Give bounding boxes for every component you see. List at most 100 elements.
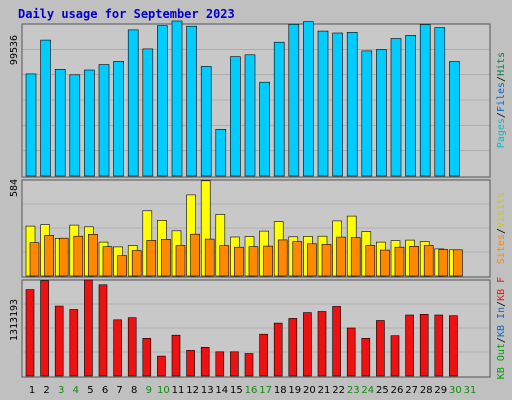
- x-tick-label: 20: [303, 385, 316, 396]
- bottom-panel-legend: KB Out/KB In/KB F: [496, 277, 507, 379]
- legend-kb-f: KB F: [496, 277, 507, 301]
- sites-bar: [423, 245, 434, 277]
- kb-bar: [54, 305, 64, 377]
- kb-bar: [405, 314, 414, 377]
- x-tick-label: 22: [332, 385, 345, 396]
- hits-bar: [215, 129, 227, 177]
- chart-title: Daily usage for September 2023: [18, 7, 235, 21]
- hits-bar: [200, 66, 212, 177]
- x-tick-label: 31: [464, 385, 477, 396]
- x-tick-label: 11: [172, 385, 185, 396]
- sites-bar: [380, 249, 390, 277]
- x-tick-label: 2: [43, 385, 49, 396]
- sites-bar: [175, 245, 186, 277]
- kb-bar: [113, 319, 122, 377]
- kb-bar: [332, 306, 341, 377]
- hits-bar: [390, 38, 402, 177]
- hits-bar: [332, 32, 343, 177]
- sites-bar: [58, 237, 69, 277]
- sites-bar: [438, 249, 449, 277]
- sites-bar: [161, 239, 171, 277]
- middle-panel-legend: Sites/Visits: [496, 192, 507, 264]
- legend-pages: Pages: [496, 118, 507, 148]
- kb-bar: [259, 333, 268, 377]
- kb-bar: [434, 314, 444, 377]
- kb-bar: [244, 353, 254, 377]
- kb-bar: [25, 289, 35, 377]
- kb-bar: [390, 335, 400, 377]
- x-tick-label: 15: [230, 385, 243, 396]
- x-tick-label: 21: [318, 385, 331, 396]
- sites-bar: [248, 246, 259, 277]
- x-tick-label: 8: [131, 385, 137, 396]
- x-tick-label: 17: [259, 385, 272, 396]
- legend-sep: /: [496, 76, 507, 82]
- sites-bar: [73, 235, 84, 277]
- kb-bar: [215, 351, 225, 377]
- x-tick-label: 10: [157, 385, 170, 396]
- legend-sites: Sites: [496, 234, 507, 264]
- bottom-panel: 1313193 KB Out/KB In/KB F: [9, 277, 507, 379]
- hits-bar: [25, 73, 37, 177]
- hits-bar: [84, 69, 95, 177]
- hits-bar: [273, 41, 285, 177]
- kb-bar: [84, 279, 93, 377]
- x-tick-label: 5: [87, 385, 93, 396]
- sites-bar: [44, 235, 54, 277]
- legend-visits: Visits: [496, 192, 507, 228]
- x-tick-label: 18: [274, 385, 287, 396]
- hits-bar: [244, 54, 256, 177]
- x-tick-label: 16: [245, 385, 258, 396]
- sites-bar: [131, 250, 142, 277]
- x-tick-label: 14: [215, 385, 228, 396]
- sites-bar: [204, 238, 215, 277]
- x-tick-label: 26: [391, 385, 404, 396]
- kb-bar: [361, 337, 371, 377]
- legend-sep: /: [496, 228, 507, 234]
- kb-bar: [273, 322, 283, 377]
- hits-bar: [142, 48, 154, 177]
- sites-bar: [336, 236, 346, 277]
- hits-bar: [171, 20, 183, 177]
- sites-bar: [409, 246, 419, 277]
- hits-bar: [157, 25, 168, 177]
- hits-bar: [376, 49, 387, 177]
- hits-bar: [303, 21, 314, 177]
- x-tick-label: 6: [102, 385, 108, 396]
- hits-bar: [230, 56, 241, 177]
- hits-bar: [405, 35, 416, 177]
- sites-bar: [453, 249, 463, 277]
- top-panel-ytick: 99536: [9, 35, 20, 65]
- hits-bar: [346, 31, 358, 177]
- kb-bar: [171, 334, 181, 377]
- x-tick-label: 4: [73, 385, 79, 396]
- x-tick-label: 19: [288, 385, 301, 396]
- kb-bar: [449, 315, 458, 377]
- kb-bar: [303, 312, 312, 377]
- x-tick-label: 7: [116, 385, 122, 396]
- sites-bar: [146, 240, 157, 277]
- hits-bar: [288, 23, 300, 177]
- x-tick-label: 27: [405, 385, 418, 396]
- sites-bar: [117, 255, 127, 277]
- kb-bar: [346, 327, 356, 377]
- sites-bar: [350, 237, 361, 277]
- kb-bar: [40, 280, 49, 377]
- kb-bar: [230, 351, 239, 377]
- hits-bar: [419, 24, 431, 177]
- x-tick-label: 1: [29, 385, 35, 396]
- kb-bar: [200, 346, 210, 377]
- hits-bar: [54, 69, 66, 177]
- sites-bar: [365, 245, 376, 277]
- x-tick-label: 28: [420, 385, 433, 396]
- bottom-panel-ytick: 1313193: [9, 299, 20, 341]
- x-tick-label: 12: [186, 385, 199, 396]
- hits-bar: [259, 81, 270, 177]
- kb-bar: [157, 355, 166, 377]
- sites-bar: [277, 239, 288, 277]
- sites-bar: [190, 233, 200, 277]
- legend-files: Files: [496, 82, 507, 112]
- sites-bar: [263, 245, 273, 277]
